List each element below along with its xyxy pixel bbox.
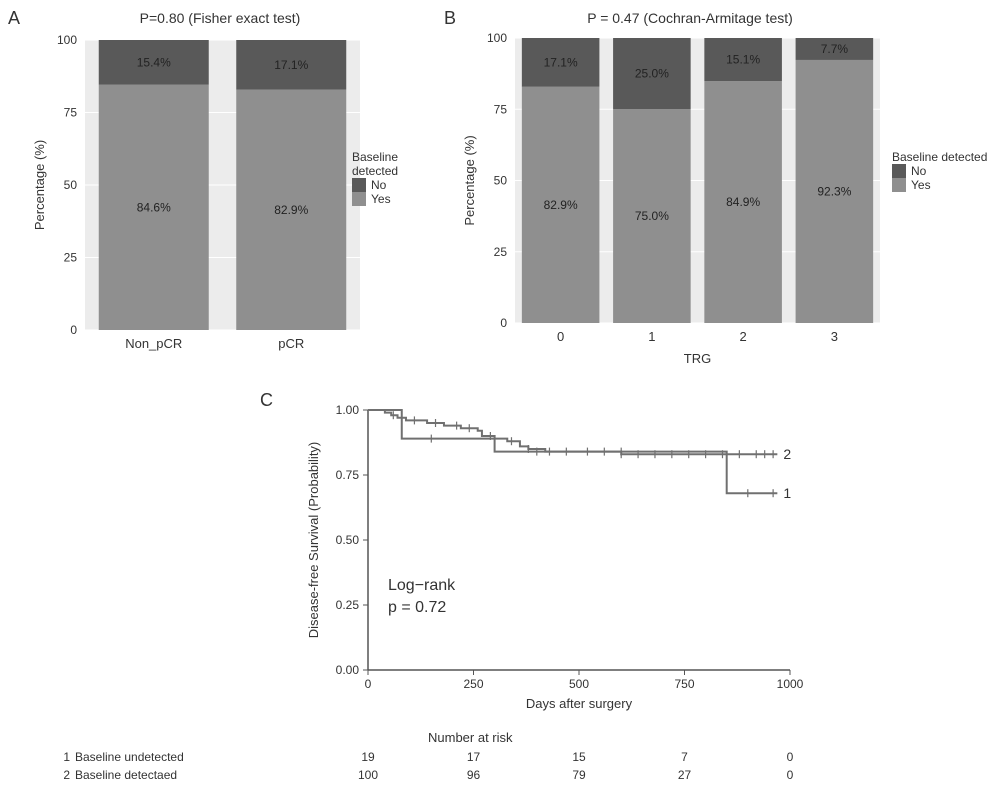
svg-text:92.3%: 92.3%	[817, 184, 851, 198]
svg-text:Percentage (%): Percentage (%)	[462, 135, 477, 225]
risk-row-id: 2	[50, 768, 70, 782]
risk-count: 7	[670, 750, 700, 764]
svg-text:75: 75	[64, 106, 78, 120]
svg-text:3: 3	[831, 329, 838, 344]
svg-text:pCR: pCR	[278, 336, 304, 351]
risk-row-label: Baseline undetected	[75, 750, 184, 764]
svg-text:100: 100	[487, 31, 507, 45]
legend-b-label-yes: Yes	[911, 178, 931, 192]
svg-text:750: 750	[674, 677, 694, 691]
panel-a-label: A	[8, 8, 20, 29]
panel-b-legend: Baseline detected No Yes	[892, 150, 987, 192]
legend-swatch-no	[352, 178, 366, 192]
legend-swatch-no-b	[892, 164, 906, 178]
panel-c-svg: 0.00 0.25 0.50 0.75 1.00 0 250 500 750 1000 Diseas…	[300, 400, 820, 720]
panel-c-label: C	[260, 390, 273, 411]
svg-text:0.75: 0.75	[336, 468, 360, 482]
svg-text:1: 1	[783, 485, 791, 501]
svg-text:Log−rank: Log−rank	[388, 577, 456, 594]
panel-a: A P=0.80 (Fisher exact test) 0 25 50 75 100 P…	[0, 0, 430, 380]
svg-text:Non_pCR: Non_pCR	[125, 336, 182, 351]
svg-text:1.00: 1.00	[336, 403, 360, 417]
panel-c: C 0.000.250.500.751.0002505007501000Dise…	[260, 390, 860, 800]
risk-count: 17	[459, 750, 489, 764]
svg-text:82.9%: 82.9%	[274, 203, 308, 217]
risk-count: 19	[353, 750, 383, 764]
legend-b-item-yes: Yes	[892, 178, 987, 192]
svg-text:TRG: TRG	[684, 351, 711, 366]
svg-text:15.1%: 15.1%	[726, 53, 760, 67]
panel-b: B P = 0.47 (Cochran-Armitage test) 0 25 50…	[440, 0, 1000, 380]
legend-a-label-no: No	[371, 178, 386, 192]
panel-b-title: P = 0.47 (Cochran-Armitage test)	[480, 10, 900, 26]
risk-count: 79	[564, 768, 594, 782]
svg-text:0: 0	[365, 677, 372, 691]
svg-text:p = 0.72: p = 0.72	[388, 599, 446, 616]
risk-row-id: 1	[50, 750, 70, 764]
svg-text:2: 2	[783, 446, 791, 462]
svg-text:Disease-free Survival (Probabi: Disease-free Survival (Probability)	[306, 442, 321, 639]
svg-text:0.25: 0.25	[336, 598, 360, 612]
svg-text:7.7%: 7.7%	[821, 42, 849, 56]
risk-table-title: Number at risk	[428, 730, 513, 745]
risk-count: 100	[353, 768, 383, 782]
legend-b-title: Baseline detected	[892, 150, 987, 164]
svg-text:25: 25	[64, 251, 78, 265]
risk-count: 96	[459, 768, 489, 782]
panel-a-svg: 0 25 50 75 100 Percentage (%) 84.6% 15.4% Non_pC…	[30, 30, 370, 370]
legend-a-label-yes: Yes	[371, 192, 391, 206]
panel-a-title: P=0.80 (Fisher exact test)	[60, 10, 380, 26]
svg-text:15.4%: 15.4%	[137, 55, 171, 69]
svg-text:1000: 1000	[777, 677, 804, 691]
svg-text:17.1%: 17.1%	[274, 58, 308, 72]
panel-b-svg: 0 25 50 75 100 Percentage (%) 82.9% 17.1% 0 75.0%…	[460, 28, 890, 378]
svg-text:50: 50	[64, 178, 78, 192]
risk-count: 0	[775, 768, 805, 782]
svg-text:Percentage (%): Percentage (%)	[32, 140, 47, 230]
risk-count: 0	[775, 750, 805, 764]
legend-b-item-no: No	[892, 164, 987, 178]
panel-a-legend: Baseline detected No Yes	[352, 150, 430, 206]
svg-text:82.9%: 82.9%	[544, 198, 578, 212]
svg-text:75: 75	[494, 102, 508, 116]
panel-b-label: B	[444, 8, 456, 29]
svg-text:84.9%: 84.9%	[726, 195, 760, 209]
svg-text:Days after surgery: Days after surgery	[526, 696, 633, 711]
svg-text:0: 0	[70, 323, 77, 337]
risk-row-label: Baseline detectaed	[75, 768, 177, 782]
legend-a-item-yes: Yes	[352, 192, 430, 206]
svg-text:25.0%: 25.0%	[635, 67, 669, 81]
svg-text:2: 2	[740, 329, 747, 344]
legend-swatch-yes	[352, 192, 366, 206]
svg-text:17.1%: 17.1%	[544, 55, 578, 69]
svg-text:50: 50	[494, 174, 508, 188]
svg-text:84.6%: 84.6%	[137, 200, 171, 214]
svg-text:0.50: 0.50	[336, 533, 360, 547]
svg-text:75.0%: 75.0%	[635, 209, 669, 223]
risk-count: 27	[670, 768, 700, 782]
svg-text:250: 250	[463, 677, 483, 691]
svg-text:0.00: 0.00	[336, 663, 360, 677]
svg-text:25: 25	[494, 245, 508, 259]
svg-text:1: 1	[648, 329, 655, 344]
legend-swatch-yes-b	[892, 178, 906, 192]
legend-b-label-no: No	[911, 164, 926, 178]
svg-text:100: 100	[57, 33, 77, 47]
risk-count: 15	[564, 750, 594, 764]
svg-text:0: 0	[557, 329, 564, 344]
legend-a-item-no: No	[352, 178, 430, 192]
legend-a-title: Baseline detected	[352, 150, 430, 178]
svg-text:500: 500	[569, 677, 589, 691]
svg-text:0: 0	[500, 316, 507, 330]
